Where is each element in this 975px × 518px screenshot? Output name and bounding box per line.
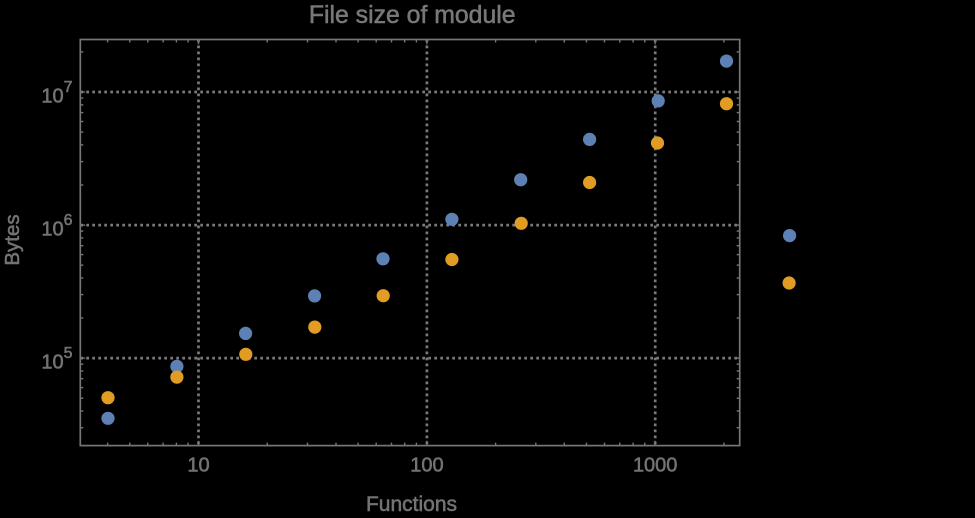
svg-text:Functions: Functions <box>366 493 457 513</box>
svg-text:File size of module: File size of module <box>309 2 516 29</box>
svg-text:1000: 1000 <box>633 454 678 476</box>
svg-text:10: 10 <box>187 454 209 476</box>
svg-text:Bytes: Bytes <box>1 214 24 265</box>
svg-text:100: 100 <box>410 454 443 476</box>
